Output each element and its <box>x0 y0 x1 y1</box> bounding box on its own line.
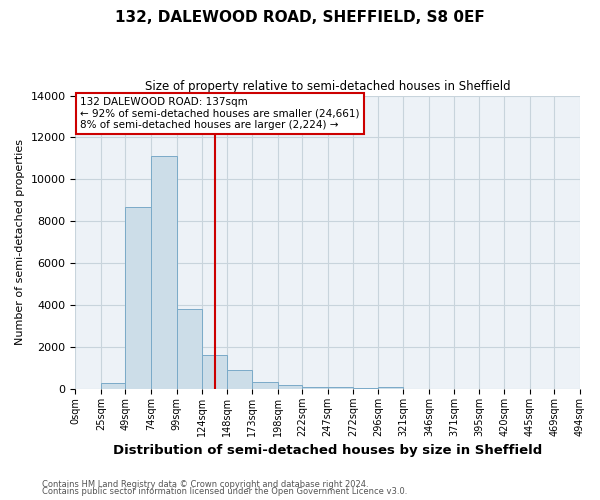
Bar <box>176 310 202 389</box>
Text: 132 DALEWOOD ROAD: 137sqm
← 92% of semi-detached houses are smaller (24,661)
8% : 132 DALEWOOD ROAD: 137sqm ← 92% of semi-… <box>80 97 360 130</box>
Text: Contains HM Land Registry data © Crown copyright and database right 2024.: Contains HM Land Registry data © Crown c… <box>42 480 368 489</box>
Bar <box>302 386 328 389</box>
Bar <box>125 206 151 389</box>
Bar <box>202 356 227 389</box>
Bar <box>101 382 125 389</box>
Bar <box>378 386 403 389</box>
Bar <box>278 385 302 389</box>
Y-axis label: Number of semi-detached properties: Number of semi-detached properties <box>15 140 25 346</box>
Bar <box>227 370 252 389</box>
Text: 132, DALEWOOD ROAD, SHEFFIELD, S8 0EF: 132, DALEWOOD ROAD, SHEFFIELD, S8 0EF <box>115 10 485 25</box>
Text: Contains public sector information licensed under the Open Government Licence v3: Contains public sector information licen… <box>42 487 407 496</box>
Title: Size of property relative to semi-detached houses in Sheffield: Size of property relative to semi-detach… <box>145 80 511 93</box>
X-axis label: Distribution of semi-detached houses by size in Sheffield: Distribution of semi-detached houses by … <box>113 444 542 458</box>
Bar <box>353 388 378 389</box>
Bar <box>151 156 176 389</box>
Bar <box>328 388 353 389</box>
Bar <box>252 382 278 389</box>
